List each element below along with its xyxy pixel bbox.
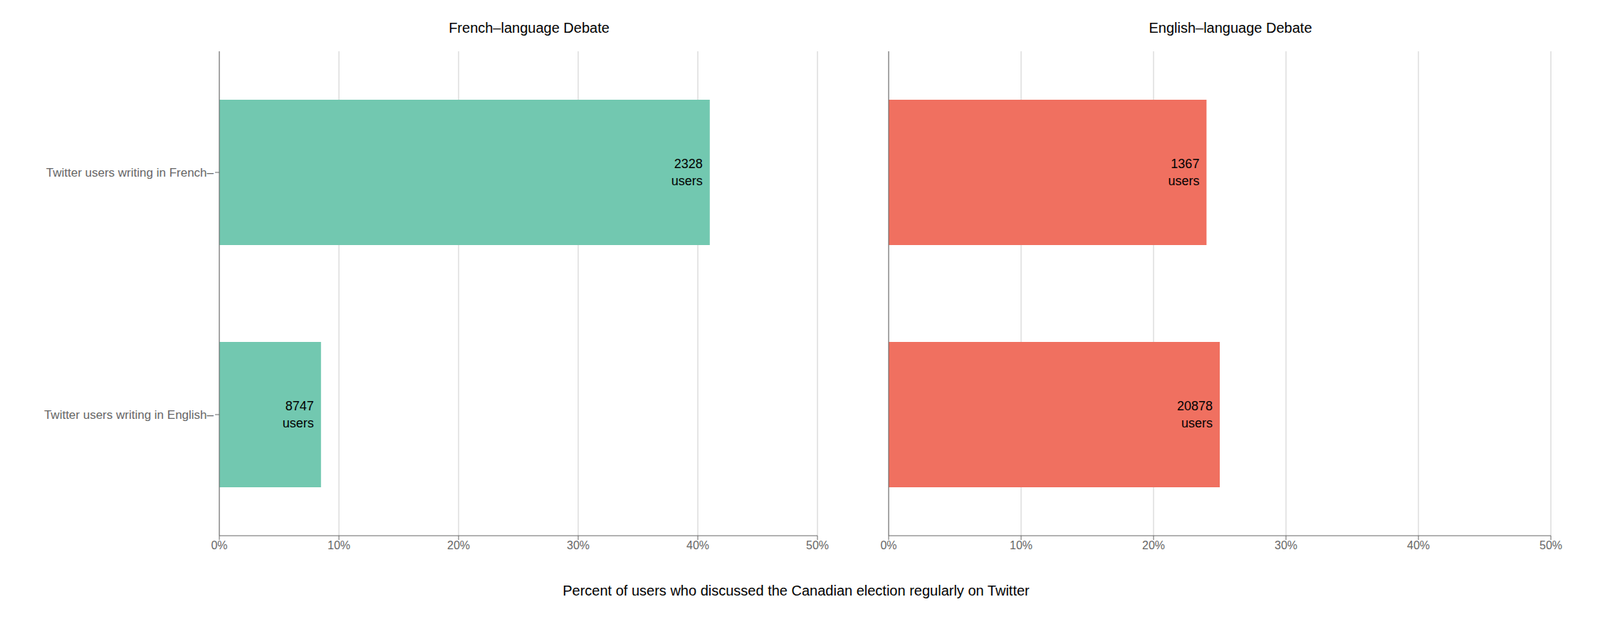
svg-text:40%: 40% <box>686 539 710 552</box>
svg-text:20878: 20878 <box>1177 398 1213 413</box>
svg-text:10%: 10% <box>1009 539 1033 552</box>
svg-text:10%: 10% <box>327 539 351 552</box>
svg-text:50%: 50% <box>806 539 829 552</box>
svg-text:0%: 0% <box>210 539 228 552</box>
svg-text:8747: 8747 <box>285 398 315 413</box>
svg-text:2328: 2328 <box>674 156 703 171</box>
svg-text:users: users <box>282 415 315 431</box>
svg-text:users: users <box>671 173 703 188</box>
svg-text:50%: 50% <box>1539 539 1563 552</box>
svg-text:Twitter users writing in Engli: Twitter users writing in English– <box>44 408 215 422</box>
svg-text:users: users <box>1167 173 1200 188</box>
svg-text:40%: 40% <box>1407 539 1430 552</box>
svg-text:20%: 20% <box>1142 539 1165 552</box>
svg-text:0%: 0% <box>880 539 897 552</box>
html-text:English–language Debate: English–language Debate <box>1148 19 1312 36</box>
html-text:Percent of users who discussed: Percent of users who discussed the Canad… <box>562 582 1030 599</box>
svg-text:Twitter users writing in Frenc: Twitter users writing in French– <box>46 165 215 180</box>
svg-text:1367: 1367 <box>1170 156 1200 171</box>
svg-text:20%: 20% <box>447 539 470 552</box>
svg-text:users: users <box>1181 415 1213 431</box>
svg-text:30%: 30% <box>566 539 590 552</box>
html-text:French–language Debate: French–language Debate <box>448 19 610 36</box>
svg-text:30%: 30% <box>1274 539 1298 552</box>
